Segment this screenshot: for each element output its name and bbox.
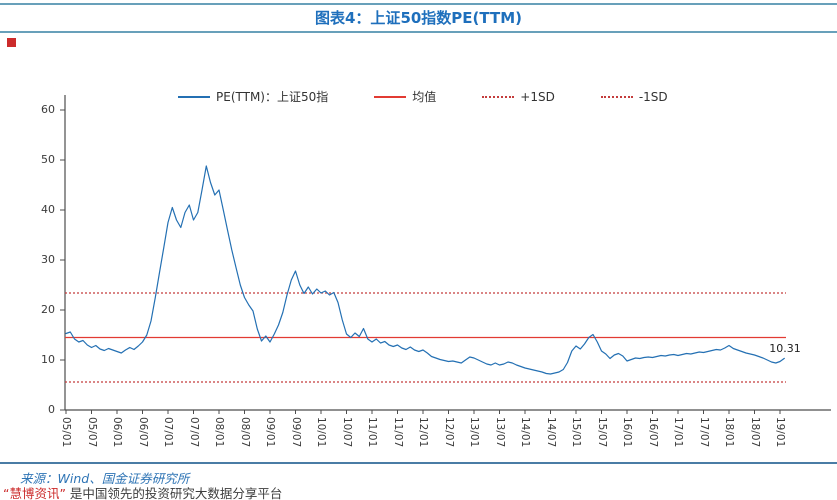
x-tick-label: 16/07	[646, 417, 659, 448]
brand-line: “慧博资讯” 是中国领先的投资研究大数据分享平台	[3, 483, 282, 500]
x-tick-label: 18/01	[723, 417, 735, 448]
x-tick-label: 16/01	[621, 417, 633, 448]
x-tick-label: 09/07	[289, 417, 302, 448]
x-tick-label: 12/01	[417, 417, 429, 448]
legend-sample-pe-ttm	[178, 95, 210, 98]
legend-label-pe-ttm: PE(TTM)：上证50指	[216, 90, 329, 104]
x-tick-label: 13/07	[493, 417, 506, 448]
x-tick-label: 08/07	[238, 417, 251, 448]
legend-item-minus-1sd: -1SD	[600, 89, 668, 104]
y-tick-label: 20	[41, 303, 55, 316]
source-text: 来源：Wind、国金证券研究所	[20, 471, 190, 486]
x-tick-label: 17/07	[697, 417, 710, 448]
x-tick-label: 05/07	[85, 417, 98, 448]
y-tick-label: 60	[41, 103, 55, 116]
title-top-rule	[0, 3, 837, 5]
last-value-label: 10.31	[769, 342, 801, 356]
x-tick-label: 17/01	[672, 417, 684, 448]
x-tick-label: 07/01	[162, 417, 174, 448]
legend-item-mean: 均值	[374, 88, 436, 105]
x-tick-label: 06/01	[111, 417, 123, 448]
legend-label-mean: 均值	[412, 90, 437, 104]
y-tick-label: 50	[41, 153, 55, 166]
x-tick-label: 06/07	[136, 417, 149, 448]
x-tick-label: 15/01	[570, 417, 582, 448]
x-tick-label: 09/01	[264, 417, 276, 448]
title-bottom-rule	[0, 31, 837, 33]
x-tick-label: 08/01	[213, 417, 225, 448]
chart-legend: PE(TTM)：上证50指 均值 +1SD -1SD	[178, 88, 668, 105]
x-tick-label: 05/01	[60, 417, 72, 448]
x-tick-label: 11/07	[391, 417, 404, 448]
brand-tagline: 是中国领先的投资研究大数据分享平台	[65, 486, 283, 500]
legend-label-minus-1sd: -1SD	[638, 89, 668, 104]
x-tick-label: 11/01	[366, 417, 378, 448]
chart-title: 图表4：上证50指数PE(TTM)	[315, 9, 522, 27]
pe-ttm-series-line	[65, 165, 785, 375]
y-tick-label: 0	[48, 403, 55, 416]
x-tick-label: 12/07	[442, 417, 455, 448]
x-tick-label: 13/01	[468, 417, 480, 448]
legend-label-plus-1sd: +1SD	[520, 89, 555, 104]
y-tick-label: 10	[41, 353, 55, 366]
legend-item-pe-ttm: PE(TTM)：上证50指	[178, 88, 328, 105]
x-tick-label: 10/01	[315, 417, 327, 448]
legend-item-plus-1sd: +1SD	[482, 90, 555, 104]
red-corner-marker	[7, 38, 16, 47]
legend-sample-plus-1sd	[482, 95, 515, 98]
y-tick-label: 30	[41, 253, 55, 266]
footer-rule	[0, 462, 837, 464]
legend-sample-minus-1sd	[600, 95, 633, 98]
brand-name: “慧博资讯”	[3, 486, 66, 500]
legend-sample-mean	[374, 95, 407, 98]
x-tick-label: 10/07	[340, 417, 353, 448]
x-tick-label: 18/07	[748, 417, 761, 448]
y-tick-label: 40	[41, 203, 55, 216]
x-tick-label: 07/07	[187, 417, 200, 448]
x-tick-label: 14/01	[519, 417, 531, 448]
x-tick-label: 19/01	[774, 417, 786, 448]
x-tick-label: 15/07	[595, 417, 608, 448]
x-tick-label: 14/07	[544, 417, 557, 448]
